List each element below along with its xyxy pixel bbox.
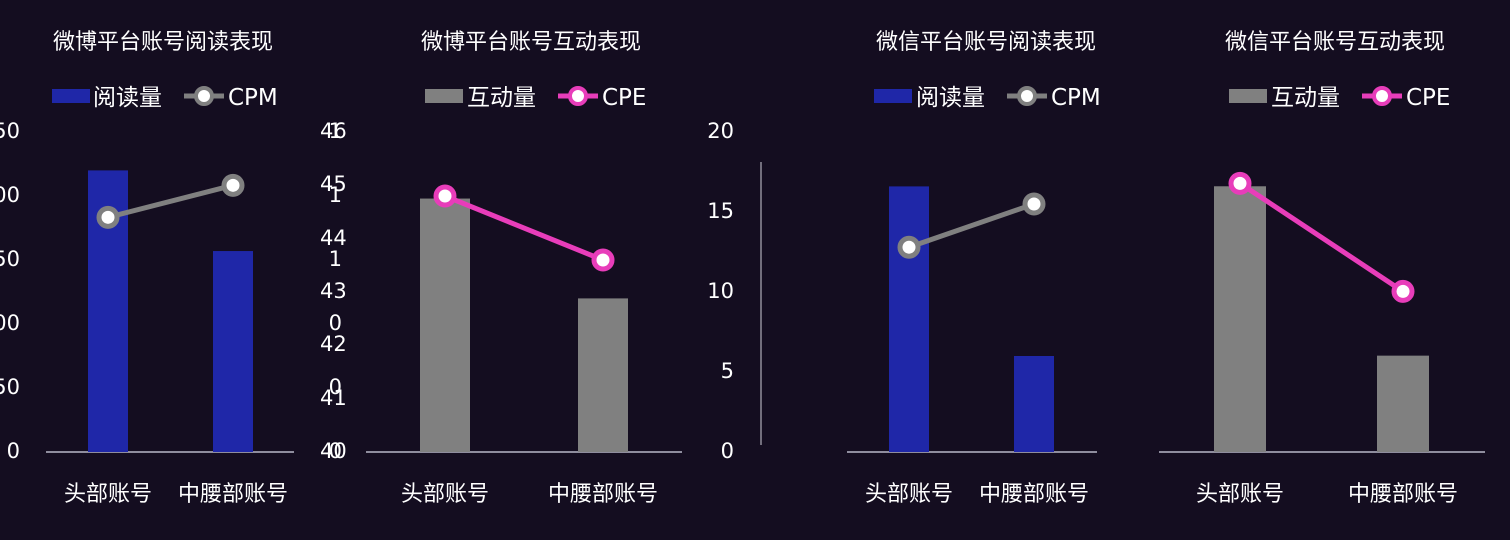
line-point — [221, 173, 245, 197]
y-tick-label: 5 — [721, 359, 734, 383]
legend-swatch-bar — [874, 89, 912, 103]
bar — [420, 198, 470, 452]
bar — [1377, 355, 1429, 452]
y-tick-label: 250 — [0, 119, 20, 143]
chart-title: 微信平台账号阅读表现 — [876, 30, 1096, 55]
y-tick-label: 200 — [0, 183, 20, 207]
legend-label: CPM — [1051, 85, 1101, 111]
y2-tick-label: 43 — [320, 279, 347, 303]
line-point — [591, 248, 615, 272]
y2-tick-label: 46 — [320, 119, 347, 143]
y2-tick-label: 45 — [320, 172, 347, 196]
plot-area — [88, 170, 253, 452]
x-tick-label: 头部账号 — [865, 482, 953, 507]
legend-label: CPM — [228, 85, 278, 111]
y-tick-label: 150 — [0, 247, 20, 271]
chart-wechat-engagement: 微信平台账号互动表现 互动量 CPE 头部账号 中腰部账号 — [1159, 30, 1485, 507]
x-tick-label: 中腰部账号 — [979, 482, 1089, 507]
chart-wechat-reads: 微信平台账号阅读表现 阅读量 CPM 20 15 10 5 0 头部账号 中腰部… — [707, 30, 1101, 507]
line-point — [433, 184, 457, 208]
y-tick-label: 15 — [707, 199, 734, 223]
y2-tick-label: 41 — [320, 386, 347, 410]
series-line — [105, 182, 236, 220]
plot-area — [1214, 171, 1429, 452]
legend-label: 互动量 — [1271, 85, 1340, 111]
line-point — [1022, 192, 1046, 216]
y-tick-label: 50 — [0, 375, 20, 399]
x-tick-label: 中腰部账号 — [1348, 482, 1458, 507]
line-point — [897, 235, 921, 259]
legend-swatch-bar — [52, 89, 90, 103]
x-tick-label: 中腰部账号 — [548, 482, 658, 507]
bar — [1014, 356, 1054, 452]
legend-label: CPE — [1406, 85, 1450, 111]
legend-swatch-line — [1362, 86, 1402, 106]
line-point — [1228, 171, 1252, 195]
plot-area — [420, 184, 628, 452]
legend-label: 阅读量 — [93, 85, 162, 111]
y-tick-label: 1 — [329, 183, 342, 207]
chart-weibo-engagement: 微博平台账号互动表现 互动量 CPE 1 1 1 0 0 0 头部账号 中腰部账… — [329, 30, 682, 507]
legend-swatch-line — [1007, 86, 1047, 106]
x-tick-label: 中腰部账号 — [178, 482, 288, 507]
y-tick-label: 0 — [7, 439, 20, 463]
series-line — [1237, 180, 1406, 294]
line-point — [1391, 279, 1415, 303]
x-tick-label: 头部账号 — [1196, 482, 1284, 507]
bar — [889, 186, 929, 452]
legend-label: 互动量 — [467, 85, 536, 111]
legend-swatch-bar — [425, 89, 463, 103]
y-tick-label: 1 — [329, 119, 342, 143]
line-point — [96, 205, 120, 229]
legend-label: 阅读量 — [916, 85, 985, 111]
y-tick-label: 100 — [0, 311, 20, 335]
plot-area — [889, 186, 1054, 452]
y-tick-label: 10 — [707, 279, 734, 303]
chart-title: 微信平台账号互动表现 — [1225, 30, 1445, 55]
chart-title: 微博平台账号阅读表现 — [53, 30, 273, 55]
bar — [213, 251, 253, 452]
legend-swatch-line — [558, 86, 598, 106]
y-tick-label: 0 — [329, 439, 342, 463]
series-line — [442, 193, 606, 263]
y-tick-label: 1 — [329, 247, 342, 271]
y-tick-label: 0 — [329, 375, 342, 399]
bar — [578, 298, 628, 452]
legend-swatch-bar — [1229, 89, 1267, 103]
y2-tick-label: 40 — [320, 439, 347, 463]
y2-tick-label: 44 — [320, 226, 347, 250]
series-line — [906, 201, 1037, 250]
x-tick-label: 头部账号 — [401, 482, 489, 507]
y-tick-label: 20 — [707, 119, 734, 143]
legend-swatch-line — [184, 86, 224, 106]
y-tick-label: 0 — [329, 311, 342, 335]
chart-title: 微博平台账号互动表现 — [421, 30, 641, 55]
y-tick-label: 0 — [721, 439, 734, 463]
chart-weibo-reads: 微博平台账号阅读表现 阅读量 CPM 250 200 150 100 50 0 … — [0, 30, 347, 507]
bar — [1214, 186, 1266, 452]
y2-tick-label: 42 — [320, 332, 347, 356]
x-tick-label: 头部账号 — [64, 482, 152, 507]
legend-label: CPE — [602, 85, 646, 111]
